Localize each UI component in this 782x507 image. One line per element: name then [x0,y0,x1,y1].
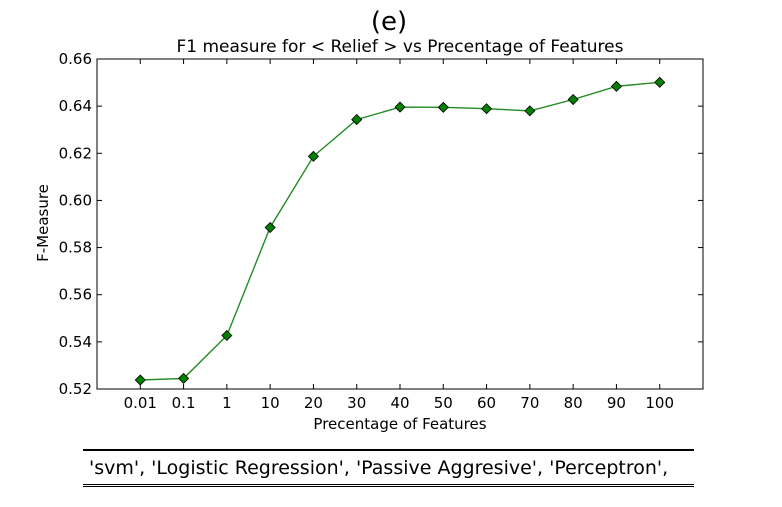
x-tick-label: 100 [645,394,674,412]
y-tick-label: 0.54 [59,333,92,351]
x-tick-label: 0.1 [172,394,196,412]
x-tick-label: 90 [607,394,626,412]
y-tick-label: 0.56 [59,286,92,304]
data-point-marker [437,101,449,113]
chart-title: F1 measure for < Relief > vs Precentage … [177,37,624,57]
plot-area: 0.52 0.54 0.56 0.58 0.60 0.62 0.64 0.66 0.01 0.1 1… [59,50,704,412]
data-point-marker [221,329,233,342]
data-point-marker [610,80,622,92]
y-tick-label: 0.66 [59,50,92,68]
data-point-marker [264,221,276,234]
x-tick-label: 30 [347,394,366,412]
x-tick-label: 60 [477,394,496,412]
data-point-marker [567,93,579,106]
x-tick-label: 40 [390,394,409,412]
panel-label: (e) [371,7,407,37]
data-point-marker [394,101,406,113]
data-point-marker [481,103,493,115]
x-tick-label: 80 [564,394,583,412]
data-point-marker [178,372,190,384]
data-point-marker [307,150,319,162]
x-tick-label: 70 [520,394,539,412]
x-tick-label: 0.01 [124,394,157,412]
x-tick-label: 20 [304,394,323,412]
y-tick-label: 0.60 [59,191,92,209]
x-axis-label: Precentage of Features [313,415,486,433]
y-tick-label: 0.52 [59,380,92,398]
data-point-marker [351,114,363,126]
data-point-marker [524,105,536,117]
y-tick-label: 0.58 [59,239,92,257]
y-tick-label: 0.62 [59,144,92,162]
x-tick-label: 10 [261,394,280,412]
caption-box: 'svm', 'Logistic Regression', 'Passive A… [83,449,694,487]
caption-text: 'svm', 'Logistic Regression', 'Passive A… [89,457,669,479]
data-point-marker [134,374,146,386]
y-tick-label: 0.64 [59,97,92,115]
x-tick-label: 1 [222,394,232,412]
y-axis-label: F-Measure [34,184,52,262]
x-tick-label: 50 [434,394,453,412]
data-point-marker [654,76,666,88]
series-line [140,81,660,381]
